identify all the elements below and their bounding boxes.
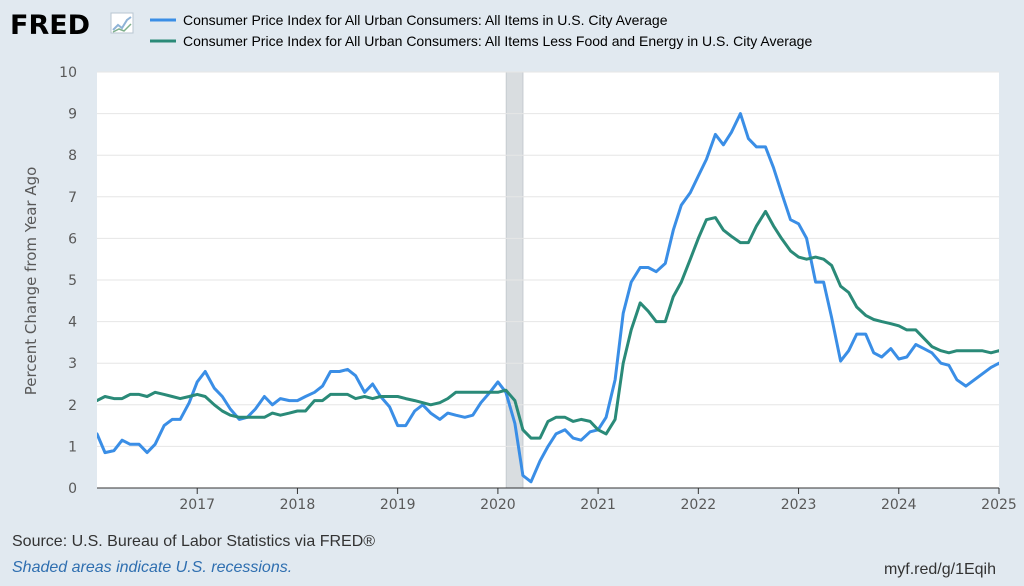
cpi-core-line[interactable] [97,209,1007,440]
legend-label-all-items: Consumer Price Index for All Urban Consu… [183,12,668,28]
short-url-link[interactable]: myf.red/g/1Eqih [883,561,996,578]
y-tick-label: 2 [68,398,77,414]
series-layer [97,112,1007,484]
y-axis-ticks: 0 1 2 3 4 5 6 7 8 9 10 [59,65,77,497]
grid-layer [97,71,999,447]
y-tick-label: 0 [68,481,77,497]
legend-item[interactable]: Consumer Price Index for All Urban Consu… [150,33,812,49]
x-tick-label: 2018 [280,497,316,513]
y-tick-label: 10 [59,65,77,81]
legend-item[interactable]: Consumer Price Index for All Urban Consu… [150,12,668,28]
x-tick-label: 2019 [380,497,416,513]
y-tick-label: 1 [68,439,77,455]
source-note: Source: U.S. Bureau of Labor Statistics … [12,533,376,550]
cpi-chart: FRED Consumer Price Index for All Urban … [10,10,1017,513]
fred-logo[interactable]: FRED [10,10,134,41]
legend-label-core: Consumer Price Index for All Urban Consu… [183,33,812,49]
x-tick-label: 2022 [681,497,717,513]
x-tick-label: 2024 [881,497,917,513]
x-tick-label: 2023 [781,497,817,513]
legend: Consumer Price Index for All Urban Consu… [150,12,812,49]
y-axis-title: Percent Change from Year Ago [22,167,40,396]
y-tick-label: 4 [68,315,77,331]
line-chart-icon [110,12,134,34]
y-tick-label: 3 [68,356,77,372]
recession-note: Shaded areas indicate U.S. recessions. [12,559,293,576]
x-tick-label: 2025 [981,497,1017,513]
x-axis-ticks: 2017 2018 2019 2020 2021 2022 2023 2024 2025 [179,488,1017,513]
y-tick-label: 5 [68,273,77,289]
y-tick-label: 9 [68,107,77,123]
x-tick-label: 2021 [580,497,616,513]
x-tick-label: 2020 [480,497,516,513]
y-tick-label: 8 [68,148,77,164]
y-tick-label: 6 [68,231,77,247]
x-tick-label: 2017 [179,497,215,513]
fred-logo-text: FRED [10,10,90,41]
y-tick-label: 7 [68,190,77,206]
